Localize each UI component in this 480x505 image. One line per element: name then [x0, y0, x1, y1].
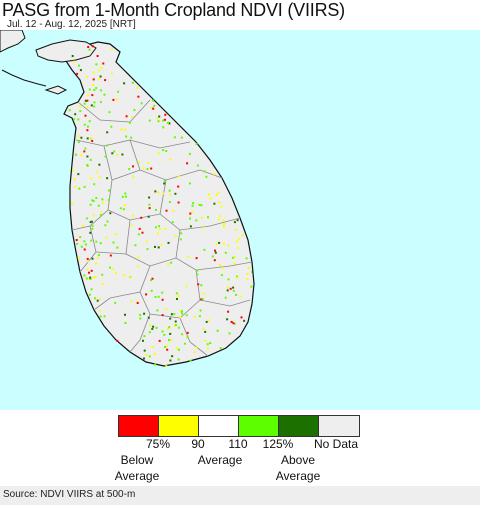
india-coast	[0, 30, 26, 53]
jaffna-peninsula	[35, 39, 97, 63]
legend-swatch-white	[199, 416, 239, 436]
legend-tick-75: 75%	[145, 437, 171, 451]
mannar-island	[44, 85, 68, 95]
legend-swatch-yellow	[159, 416, 199, 436]
legend-below-line1: Below	[120, 453, 154, 467]
legend-swatch-dark-green	[279, 416, 319, 436]
legend-below-line2: Average	[114, 469, 160, 483]
map-title: PASG from 1-Month Cropland NDVI (VIIRS)	[2, 0, 345, 20]
legend-average: Average	[197, 453, 243, 467]
ndvi-anomaly-pixels	[68, 45, 254, 368]
legend-tick-90: 90	[191, 437, 205, 451]
legend-tick-110: 110	[228, 437, 248, 451]
legend-swatch-light-green	[239, 416, 279, 436]
legend-above-average: Above Average	[276, 452, 320, 484]
legend-swatch-no-data	[319, 416, 359, 436]
legend-above-line1: Above	[280, 453, 316, 467]
legend-swatch-red	[119, 416, 159, 436]
source-credit: Source: NDVI VIIRS at 500-m	[3, 489, 136, 500]
map-date-range: Jul. 12 - Aug. 12, 2025 [NRT]	[7, 19, 136, 30]
footer-bar: Source: NDVI VIIRS at 500-m	[0, 486, 480, 505]
sri-lanka-map[interactable]	[0, 30, 480, 410]
legend-below-average: Below Average	[115, 452, 159, 484]
adams-bridge-islands	[1, 69, 47, 87]
district-boundaries	[71, 99, 253, 357]
legend-color-bar	[118, 415, 360, 437]
legend-above-line2: Average	[275, 469, 321, 483]
map-panel[interactable]	[0, 30, 480, 410]
legend-tick-125: 125%	[262, 437, 294, 451]
legend-tick-no-data: No Data	[313, 437, 359, 451]
